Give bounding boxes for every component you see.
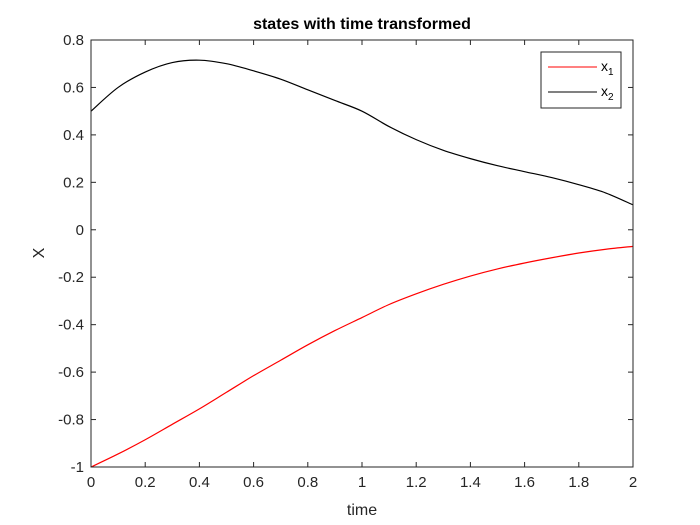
x-tick-label: 0.2 bbox=[135, 474, 156, 491]
y-axis-label: X bbox=[31, 247, 48, 258]
x-tick-label: 0.4 bbox=[189, 474, 210, 491]
legend-box bbox=[540, 51, 622, 109]
y-tick-label: -0.6 bbox=[58, 364, 84, 381]
x-tick-label: 0 bbox=[87, 474, 95, 491]
plot-frame bbox=[90, 39, 634, 468]
y-tick-label: 0.8 bbox=[63, 32, 84, 49]
y-tick-label: 0.2 bbox=[63, 174, 84, 191]
y-tick-label: -0.8 bbox=[58, 412, 84, 429]
y-tick-label: 0 bbox=[76, 222, 84, 239]
y-tick-label: -1 bbox=[71, 459, 84, 476]
series-line-x2 bbox=[90, 59, 634, 206]
y-tick-label: 0.6 bbox=[63, 79, 84, 96]
y-tick-label: -0.2 bbox=[58, 269, 84, 286]
y-tick-label: 0.4 bbox=[63, 127, 84, 144]
chart-title: states with time transformed bbox=[253, 16, 471, 33]
y-tick-label: -0.4 bbox=[58, 317, 84, 334]
x-tick-label: 1.4 bbox=[460, 474, 481, 491]
x-tick-label: 1.8 bbox=[568, 474, 589, 491]
x-tick-label: 2 bbox=[629, 474, 637, 491]
series-layer bbox=[90, 59, 634, 468]
x-tick-label: 0.6 bbox=[243, 474, 264, 491]
x-tick-label: 0.8 bbox=[297, 474, 318, 491]
x-axis-label: time bbox=[347, 502, 377, 519]
x-tick-label: 1.2 bbox=[406, 474, 427, 491]
x-tick-label: 1.6 bbox=[514, 474, 535, 491]
series-line-x1 bbox=[90, 245, 634, 468]
tick-layer: 0 0.2 0.4 0.6 0.8 1 1.2 1.4 1.6 1.8 2 -1 -0.8 -0.6 -0.… bbox=[58, 32, 637, 491]
x-tick-label: 1 bbox=[358, 474, 366, 491]
